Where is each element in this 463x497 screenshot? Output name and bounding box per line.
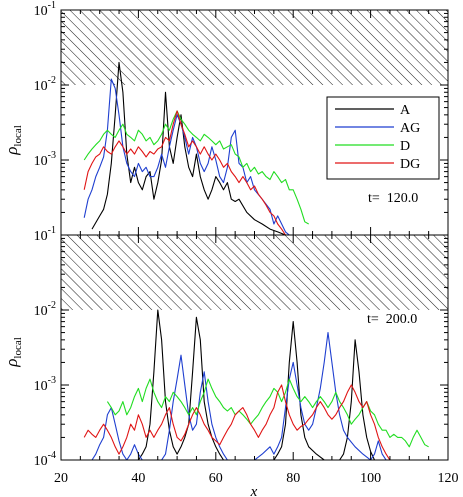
legend-label-ag: AG: [400, 121, 420, 136]
bottom-series-a: [137, 309, 375, 460]
x-tick-label: 120: [438, 471, 459, 486]
bottom-time-annotation: t= 200.0: [367, 312, 417, 327]
x-tick-label: 80: [286, 471, 300, 486]
bottom-plot-frame: [60, 234, 449, 461]
x-tick-label: 100: [360, 471, 381, 486]
x-tick-label: 40: [131, 471, 145, 486]
legend-label-a: A: [400, 103, 411, 118]
bottom-y-tick-label: 10-2: [34, 300, 56, 319]
bottom-series-ag: [84, 332, 387, 460]
bottom-y-tick-label: 10-1: [34, 225, 56, 244]
legend: A AG D DG: [326, 96, 440, 180]
top-series-dg: [83, 110, 286, 235]
top-y-tick-label: 10-1: [34, 0, 56, 19]
legend-label-dg: DG: [400, 157, 420, 172]
bottom-panel: 10-1 10-2 10-3 10-4 20 40 60 80 100 120 ρlocal t…: [2, 225, 459, 497]
x-tick-label: 20: [54, 471, 68, 486]
top-time-annotation: t= 120.0: [368, 191, 418, 206]
top-series-d: [83, 110, 309, 225]
bottom-y-tick-label: 10-4: [34, 450, 56, 469]
bottom-series-d: [106, 378, 429, 448]
x-axis-label: x: [250, 484, 258, 497]
bottom-y-axis-label: ρlocal: [2, 337, 24, 368]
bottom-series-dg: [83, 384, 391, 460]
x-tick-label: 60: [209, 471, 223, 486]
bottom-y-tick-label: 10-3: [34, 375, 56, 394]
bottom-hatched-region: [61, 235, 448, 310]
top-hatched-region: [61, 10, 448, 85]
top-series-a: [91, 61, 286, 235]
top-y-tick-label: 10-3: [34, 150, 56, 169]
top-y-axis-label: ρlocal: [2, 125, 24, 156]
top-panel: 10-1 10-2 10-3 ρlocal t= 120.0 A AG D DG: [2, 0, 449, 236]
legend-label-d: D: [400, 139, 410, 154]
top-y-tick-label: 10-2: [34, 75, 56, 94]
legend-box: [326, 96, 440, 180]
